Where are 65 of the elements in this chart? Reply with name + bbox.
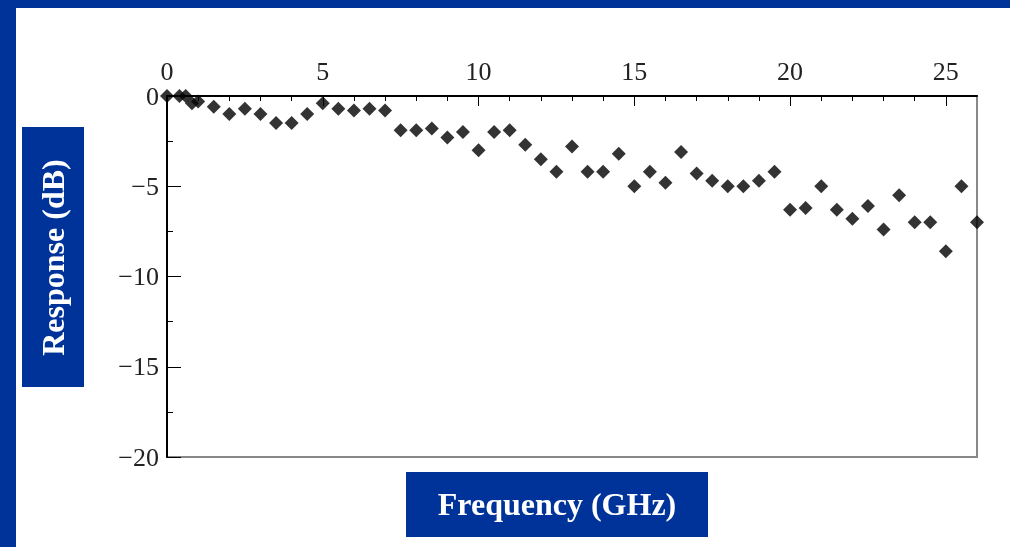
- x-tick-label: 5: [316, 56, 330, 86]
- point: [658, 175, 673, 190]
- point: [642, 164, 657, 179]
- point: [455, 125, 470, 140]
- point: [627, 179, 642, 194]
- x-tick-label: 15: [621, 56, 648, 86]
- point: [923, 215, 938, 230]
- x-tick-label: 25: [932, 56, 959, 86]
- point: [269, 116, 284, 131]
- point: [487, 125, 502, 140]
- point: [222, 107, 237, 122]
- y-tick-label: −10: [118, 262, 159, 291]
- point: [892, 188, 907, 203]
- point: [393, 123, 408, 138]
- point: [300, 107, 315, 122]
- point: [440, 130, 455, 145]
- point: [767, 164, 782, 179]
- point: [549, 164, 564, 179]
- point: [876, 222, 891, 237]
- x-axis-title: Frequency (GHz): [406, 472, 708, 537]
- point: [378, 103, 393, 118]
- point: [253, 107, 268, 122]
- point: [237, 101, 252, 116]
- point: [829, 202, 844, 217]
- point: [689, 166, 704, 181]
- point: [178, 89, 193, 103]
- point: [751, 173, 766, 188]
- point: [845, 211, 860, 226]
- point: [471, 143, 486, 158]
- point: [860, 199, 875, 214]
- point: [580, 164, 595, 179]
- y-tick-label: −15: [118, 352, 159, 382]
- point: [611, 146, 626, 161]
- point: [346, 103, 361, 118]
- point: [565, 139, 579, 154]
- point: [783, 202, 798, 217]
- point: [331, 101, 346, 116]
- point: [970, 215, 984, 230]
- point: [424, 121, 439, 136]
- point: [907, 215, 922, 230]
- y-axis-title: Response (dB): [34, 158, 72, 356]
- point: [674, 144, 689, 159]
- point: [596, 164, 611, 179]
- point: [814, 179, 829, 194]
- point: [191, 94, 206, 109]
- y-tick-label: −5: [131, 171, 159, 201]
- y-tick-label: −20: [118, 442, 159, 472]
- point: [954, 179, 969, 194]
- point: [160, 89, 174, 103]
- y-tick-label: 0: [146, 81, 159, 111]
- point: [362, 101, 377, 116]
- point: [502, 123, 517, 138]
- point: [206, 99, 221, 114]
- x-tick-label: 20: [777, 56, 804, 86]
- point: [938, 244, 953, 259]
- x-tick-label: 10: [465, 56, 492, 86]
- point: [284, 116, 299, 131]
- point: [705, 173, 720, 188]
- point: [518, 137, 533, 152]
- point: [533, 152, 548, 167]
- point: [798, 200, 813, 215]
- point: [736, 179, 751, 194]
- point: [720, 179, 735, 194]
- point: [315, 96, 330, 111]
- point: [409, 123, 424, 138]
